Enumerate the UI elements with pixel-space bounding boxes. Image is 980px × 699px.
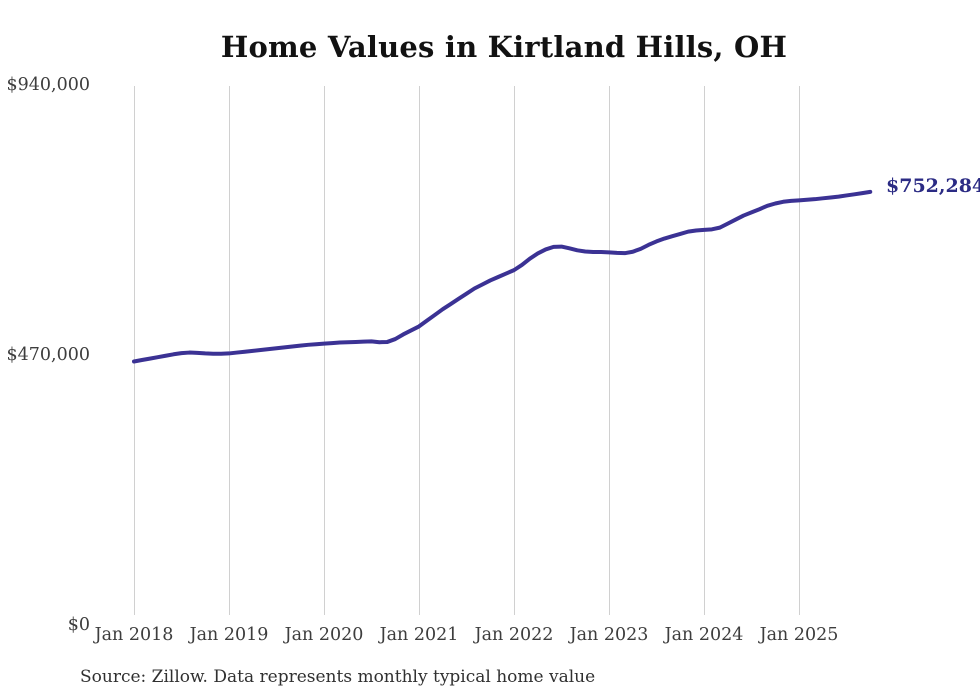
end-value-label: $752,284 xyxy=(886,175,980,197)
home-value-line xyxy=(132,189,873,364)
x-axis-label: Jan 2019 xyxy=(188,625,269,645)
x-axis-label: Jan 2025 xyxy=(758,625,839,645)
x-axis-label: Jan 2024 xyxy=(663,625,744,645)
y-axis-label: $940,000 xyxy=(6,75,90,95)
y-axis-label: $0 xyxy=(68,615,90,635)
x-axis-label: Jan 2021 xyxy=(378,625,459,645)
x-axis-label: Jan 2022 xyxy=(473,625,554,645)
x-axis-label: Jan 2020 xyxy=(283,625,364,645)
source-note: Source: Zillow. Data represents monthly … xyxy=(80,667,596,687)
x-axis-label: Jan 2018 xyxy=(93,625,174,645)
y-axis-label: $470,000 xyxy=(6,345,90,365)
x-axis-label: Jan 2023 xyxy=(568,625,649,645)
chart-title: Home Values in Kirtland Hills, OH xyxy=(220,30,788,64)
